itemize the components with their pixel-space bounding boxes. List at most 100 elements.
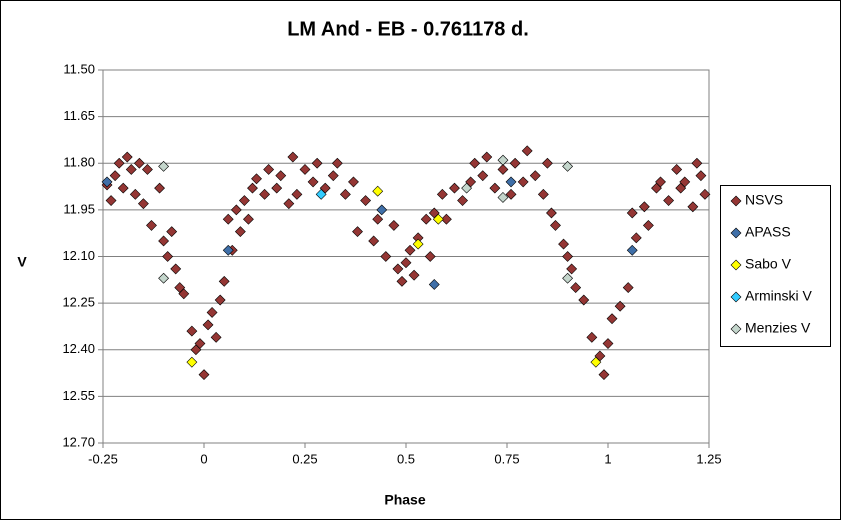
data-point [420, 213, 432, 225]
data-point [222, 213, 234, 225]
data-point [562, 272, 574, 284]
data-point [404, 244, 416, 256]
legend-marker [730, 195, 742, 207]
data-point [655, 176, 666, 188]
data-point [154, 182, 165, 194]
data-point [687, 201, 699, 213]
data-point [137, 198, 149, 210]
data-point [550, 219, 561, 231]
x-tick-label: 0.75 [494, 451, 519, 466]
x-tick-label: 0.25 [292, 451, 317, 466]
legend-marker [730, 291, 742, 303]
data-point [663, 195, 675, 206]
data-point [194, 338, 206, 349]
data-point [368, 235, 380, 247]
data-point [372, 185, 384, 197]
legend-label: Menzies V [745, 320, 811, 336]
data-point [198, 369, 210, 381]
data-point [113, 157, 125, 169]
legend-label: NSVS [745, 192, 783, 208]
data-point [679, 176, 691, 188]
data-point [376, 204, 388, 216]
y-tick-label: 11.80 [63, 155, 95, 170]
x-tick-label: -0.25 [88, 451, 118, 466]
data-point [638, 201, 650, 213]
data-point [489, 182, 501, 194]
data-point [505, 188, 517, 200]
data-point [469, 157, 481, 169]
data-point [517, 176, 529, 188]
data-point [380, 251, 392, 262]
data-point [432, 213, 444, 225]
data-point [133, 157, 145, 169]
data-point [291, 188, 303, 200]
data-point [558, 238, 569, 250]
data-point [158, 272, 170, 284]
data-point [509, 157, 521, 169]
data-point [529, 170, 541, 182]
data-point [327, 170, 339, 182]
data-point [461, 182, 473, 194]
data-point [162, 251, 174, 262]
data-point [521, 145, 533, 157]
data-point [392, 263, 404, 275]
data-point [570, 282, 582, 294]
x-tick-label: 1 [604, 451, 611, 466]
data-point [307, 176, 319, 188]
data-point [339, 188, 351, 200]
y-axis-label: V [17, 254, 27, 270]
data-point [360, 195, 372, 206]
data-point [186, 356, 198, 368]
data-point [440, 213, 452, 225]
data-point [299, 164, 311, 175]
data-point [691, 157, 703, 169]
data-point [348, 176, 359, 188]
data-point [497, 154, 509, 166]
data-point [590, 356, 602, 368]
data-point [214, 294, 226, 306]
y-tick-label: 12.25 [62, 295, 95, 310]
y-tick-label: 11.95 [63, 201, 95, 216]
data-point [222, 244, 234, 256]
data-point [400, 257, 412, 269]
data-point [578, 294, 590, 306]
data-point [129, 188, 141, 200]
legend-label: APASS [745, 224, 791, 240]
x-tick-label: 0 [200, 451, 207, 466]
data-point [497, 192, 509, 203]
data-point [602, 338, 614, 349]
data-point [206, 307, 218, 318]
data-point [626, 207, 638, 219]
data-point [218, 275, 230, 287]
y-tick-label: 12.55 [62, 388, 95, 403]
data-point [372, 213, 384, 225]
data-point [142, 164, 153, 175]
data-point [238, 195, 250, 206]
data-point [630, 232, 642, 244]
legend-label: Sabo V [745, 256, 792, 272]
data-point [170, 263, 182, 275]
x-tick-label: 1.25 [696, 451, 721, 466]
y-tick-label: 11.50 [63, 61, 95, 76]
data-point [396, 275, 408, 287]
data-point [537, 188, 549, 200]
data-point [109, 170, 121, 182]
legend-marker [730, 259, 742, 271]
y-tick-label: 12.10 [62, 248, 95, 263]
data-point [166, 226, 178, 238]
data-point [562, 251, 574, 262]
data-point [125, 164, 137, 175]
data-point [541, 157, 553, 169]
data-point [626, 244, 638, 256]
data-point [699, 188, 711, 200]
data-point [101, 176, 113, 188]
data-point [202, 319, 214, 331]
data-point [671, 164, 683, 175]
legend-marker [730, 227, 742, 239]
x-tick-label: 0.5 [397, 451, 415, 466]
data-point [477, 170, 489, 182]
y-tick-label: 12.70 [62, 434, 95, 449]
legend-label: Arminski V [745, 288, 813, 304]
data-point [311, 157, 323, 169]
data-point [606, 313, 618, 325]
